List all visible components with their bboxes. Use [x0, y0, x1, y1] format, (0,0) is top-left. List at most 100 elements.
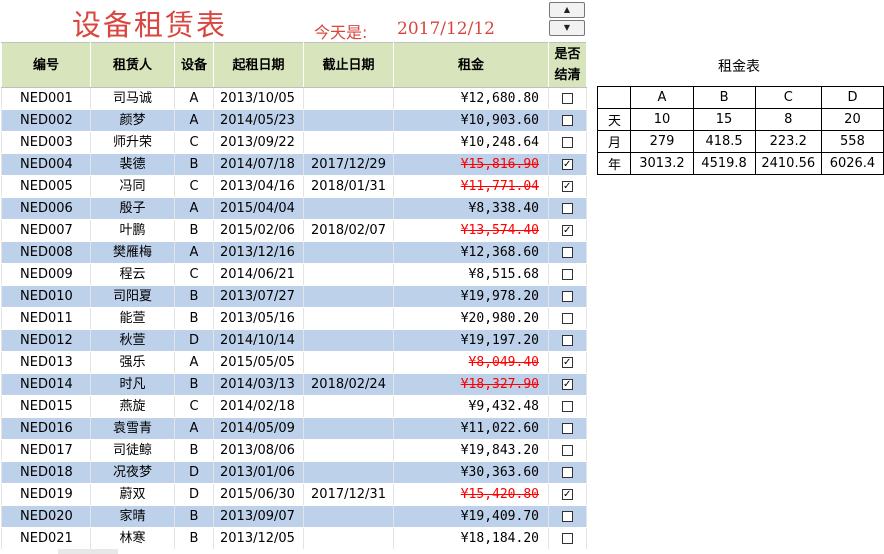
settled-checkbox[interactable] [562, 225, 573, 236]
cell-id: NED006 [1, 197, 91, 220]
rate-column-header: B [692, 86, 756, 109]
cell-id: NED007 [1, 219, 91, 242]
settled-checkbox[interactable] [562, 511, 573, 522]
settled-checkbox[interactable] [562, 269, 573, 280]
table-row: NED009 程云 C 2014/06/21 ¥8,515.68 [1, 263, 587, 286]
cell-device: B [174, 439, 214, 462]
settled-checkbox[interactable] [562, 489, 573, 500]
rental-table: 编号 租赁人 设备 起租日期 截止日期 租金 是否 结清 NED001 司马诚 A 2… [1, 42, 587, 550]
settled-checkbox[interactable] [562, 291, 573, 302]
settled-checkbox[interactable] [562, 533, 573, 544]
settled-checkbox[interactable] [562, 137, 573, 148]
rate-table: A B C D 天 10 15 8 20 月 279 418.5 223.2 558 年 3013.2 4519… [596, 86, 884, 175]
cell-id: NED017 [1, 439, 91, 462]
cell-rent: ¥19,197.20 [393, 329, 549, 352]
table-row: NED001 司马诚 A 2013/10/05 ¥12,680.80 [1, 87, 587, 110]
cell-settled [548, 219, 587, 242]
rate-value-cell: 15 [692, 108, 756, 131]
cell-rent: ¥19,978.20 [393, 285, 549, 308]
cell-end-date [303, 197, 394, 220]
spin-down-button[interactable]: ▼ [549, 20, 585, 36]
cell-renter: 叶鹏 [90, 219, 175, 242]
cell-end-date [303, 351, 394, 374]
cell-start-date: 2013/07/27 [213, 285, 304, 308]
cell-id: NED011 [1, 307, 91, 330]
cell-id: NED008 [1, 241, 91, 264]
triangle-up-icon: ▲ [563, 5, 571, 14]
cell-id: NED013 [1, 351, 91, 374]
rate-value-cell: 4519.8 [692, 152, 756, 175]
sheet-title: 设备租赁表 [72, 8, 228, 42]
settled-checkbox[interactable] [562, 159, 573, 170]
cell-end-date [303, 505, 394, 528]
settled-checkbox[interactable] [562, 379, 573, 390]
cell-renter: 颜梦 [90, 109, 175, 132]
cell-start-date: 2013/10/05 [213, 87, 304, 110]
table-row: NED021 林寒 B 2013/12/05 ¥18,184.20 [1, 527, 587, 550]
cell-id: NED018 [1, 461, 91, 484]
settled-checkbox[interactable] [562, 335, 573, 346]
cell-start-date: 2015/05/05 [213, 351, 304, 374]
settled-checkbox[interactable] [562, 445, 573, 456]
header-renter: 租赁人 [90, 42, 175, 88]
cell-renter: 程云 [90, 263, 175, 286]
cell-device: B [174, 527, 214, 550]
cell-settled [548, 417, 587, 440]
cell-settled [548, 87, 587, 110]
cell-settled [548, 307, 587, 330]
table-row: NED020 家晴 B 2013/09/07 ¥19,409.70 [1, 505, 587, 528]
cell-start-date: 2013/09/22 [213, 131, 304, 154]
settled-checkbox[interactable] [562, 247, 573, 258]
table-row: NED013 强乐 A 2015/05/05 ¥8,049.40 [1, 351, 587, 374]
table-row: NED011 能萱 B 2013/05/16 ¥20,980.20 [1, 307, 587, 330]
settled-checkbox[interactable] [562, 181, 573, 192]
cell-device: D [174, 461, 214, 484]
cell-start-date: 2013/12/16 [213, 241, 304, 264]
rate-row: 年 3013.2 4519.8 2410.56 6026.4 [596, 152, 884, 175]
cell-id: NED001 [1, 87, 91, 110]
settled-checkbox[interactable] [562, 93, 573, 104]
rate-row-label: 年 [596, 152, 632, 175]
today-label: 今天是: [314, 23, 368, 42]
settled-checkbox[interactable] [562, 467, 573, 478]
cell-device: A [174, 197, 214, 220]
cell-id: NED012 [1, 329, 91, 352]
settled-checkbox[interactable] [562, 401, 573, 412]
header-settled-line1: 是否 [554, 47, 581, 62]
cell-device: C [174, 263, 214, 286]
rate-value-cell: 8 [754, 108, 822, 131]
cell-renter: 况夜梦 [90, 461, 175, 484]
cell-device: C [174, 175, 214, 198]
settled-checkbox[interactable] [562, 313, 573, 324]
settled-checkbox[interactable] [562, 357, 573, 368]
cell-rent: ¥12,368.60 [393, 241, 549, 264]
table-row: NED015 燕旋 C 2014/02/18 ¥9,432.48 [1, 395, 587, 418]
settled-checkbox[interactable] [562, 203, 573, 214]
cell-settled [548, 131, 587, 154]
cell-renter: 樊雁梅 [90, 241, 175, 264]
cell-settled [548, 263, 587, 286]
table-row: NED005 冯同 C 2013/04/16 2018/01/31 ¥11,771.04 [1, 175, 587, 198]
settled-checkbox[interactable] [562, 115, 573, 126]
cell-renter: 时凡 [90, 373, 175, 396]
cell-rent: ¥19,409.70 [393, 505, 549, 528]
cell-rent: ¥19,843.20 [393, 439, 549, 462]
cell-start-date: 2015/02/06 [213, 219, 304, 242]
cell-start-date: 2013/04/16 [213, 175, 304, 198]
cell-settled [548, 373, 587, 396]
cell-renter: 司徒鲸 [90, 439, 175, 462]
cell-settled [548, 329, 587, 352]
cell-renter: 司马诚 [90, 87, 175, 110]
spin-up-button[interactable]: ▲ [549, 2, 585, 18]
rate-value-cell: 10 [630, 108, 694, 131]
cell-id: NED009 [1, 263, 91, 286]
cell-start-date: 2013/05/16 [213, 307, 304, 330]
cell-device: B [174, 219, 214, 242]
cell-settled [548, 197, 587, 220]
cell-settled [548, 483, 587, 506]
cell-start-date: 2014/07/18 [213, 153, 304, 176]
table-row: NED008 樊雁梅 A 2013/12/16 ¥12,368.60 [1, 241, 587, 264]
settled-checkbox[interactable] [562, 423, 573, 434]
rate-row: 天 10 15 8 20 [596, 108, 884, 131]
